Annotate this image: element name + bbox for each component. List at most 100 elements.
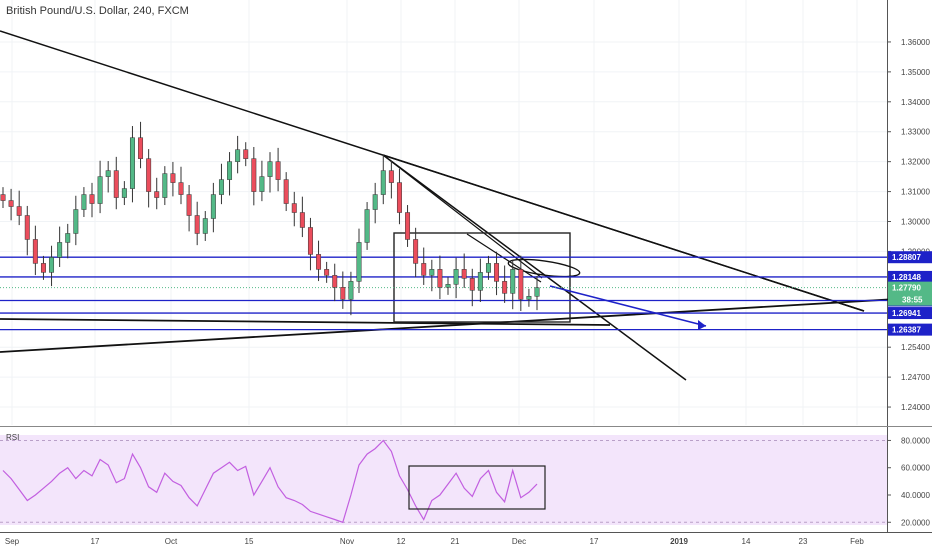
candle-body [218, 179, 224, 195]
candle-body [154, 191, 160, 198]
candle-body [81, 194, 87, 210]
x-tick-label: 17 [91, 537, 100, 546]
y-tick-label: 1.24000 [901, 403, 930, 412]
x-tick-label: Feb [850, 537, 864, 546]
candle-body [316, 254, 322, 270]
candle-body [227, 161, 233, 180]
level-price-tag-label: 1.26387 [892, 326, 921, 335]
level-price-tag [888, 307, 932, 320]
x-tick-label: 12 [397, 537, 406, 546]
candle-body [186, 194, 192, 216]
candle-body [510, 269, 516, 294]
candle-body [461, 269, 467, 279]
y-tick-label: 1.35000 [901, 68, 930, 77]
x-tick-label: 21 [451, 537, 460, 546]
candle-body [445, 284, 451, 288]
candle-body [477, 272, 483, 291]
y-tick-label: 1.33000 [901, 128, 930, 137]
candle-body [32, 239, 38, 264]
candle-body [202, 218, 208, 234]
rsi-y-tick-label: 20.0000 [901, 518, 930, 527]
candle-body [405, 212, 411, 240]
candle-body [146, 158, 152, 192]
main-pane [0, 0, 887, 425]
candle-body [194, 215, 200, 234]
y-tick-label: 1.32000 [901, 158, 930, 167]
rsi-range-box [408, 465, 546, 510]
candle-body [0, 194, 6, 201]
candle-body [307, 227, 313, 255]
countdown-label: 38:55 [902, 296, 923, 305]
candle-body [388, 170, 394, 183]
candle-body [348, 281, 354, 300]
candle-body [332, 275, 338, 288]
rsi-band [0, 435, 887, 525]
candle-body [251, 158, 257, 192]
candle-body [24, 215, 30, 240]
candle-body [49, 257, 55, 273]
candle-body [421, 263, 427, 276]
candle-body [534, 287, 540, 297]
level-price-tag-label: 1.26941 [892, 309, 921, 318]
x-tick-label: Oct [165, 537, 178, 546]
y-tick-label: 1.25400 [901, 343, 930, 352]
current-price-label: 1.27790 [892, 284, 921, 293]
y-tick-label: 1.34000 [901, 98, 930, 107]
candle-body [396, 182, 402, 213]
candle-body [485, 263, 491, 273]
candle-body [372, 194, 378, 210]
steep-downtrend-line [382, 154, 687, 381]
candle-body [105, 170, 111, 177]
y-tick-label: 1.31000 [901, 188, 930, 197]
candle-body [235, 149, 241, 162]
candle-body [494, 263, 500, 282]
y-tick-label: 1.30000 [901, 218, 930, 227]
level-price-tag-label: 1.28807 [892, 253, 921, 262]
candle-body [502, 281, 508, 294]
candle-body [291, 203, 297, 213]
candle-body [16, 206, 22, 216]
candle-body [8, 200, 14, 207]
candle-body [364, 209, 370, 243]
horizontal-support-line [0, 318, 611, 326]
highlight-ellipse [507, 258, 581, 278]
downtrend-line [382, 154, 865, 312]
rsi-line [2, 439, 538, 524]
x-tick-label: 14 [742, 537, 751, 546]
rsi-y-tick-label: 60.0000 [901, 464, 930, 473]
candle-body [518, 269, 524, 300]
candle-body [324, 269, 330, 276]
candle-body [89, 194, 95, 204]
current-price-tag [888, 281, 932, 306]
x-tick-label: 23 [799, 537, 808, 546]
chart-title: British Pound/U.S. Dollar, 240, FXCM [6, 5, 189, 17]
candle-body [57, 242, 63, 258]
x-tick-label: 2019 [670, 537, 688, 546]
candle-body [469, 278, 475, 291]
projection-arrowhead [698, 320, 706, 330]
x-tick-label: 17 [590, 537, 599, 546]
candle-body [356, 242, 362, 282]
rsi-title: RSI [6, 433, 19, 442]
candle-body [526, 296, 532, 300]
x-tick-label: 15 [245, 537, 254, 546]
candle-body [340, 287, 346, 300]
y-tick-label: 1.36000 [901, 38, 930, 47]
candle-body [40, 263, 46, 273]
y-tick-label: 1.24700 [901, 373, 930, 382]
candle-body [267, 161, 273, 177]
level-price-tag [888, 323, 932, 336]
candle-body [429, 269, 435, 276]
candle-body [129, 137, 135, 189]
rsi-y-tick-label: 40.0000 [901, 491, 930, 500]
projection-arrow-line [549, 285, 707, 327]
candle-body [178, 182, 184, 195]
candle-body [162, 173, 168, 198]
candle-body [380, 170, 386, 195]
candle-body [437, 269, 443, 288]
rsi-y-tick-label: 80.0000 [901, 436, 930, 445]
candle-body [97, 176, 103, 204]
short-trend-line [466, 233, 542, 283]
candle-body [73, 209, 79, 234]
